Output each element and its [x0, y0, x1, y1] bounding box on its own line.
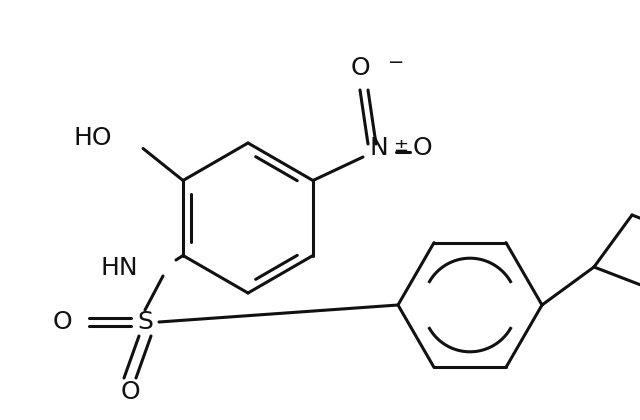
Text: HO: HO	[74, 126, 112, 150]
Text: N: N	[370, 136, 388, 160]
Text: −: −	[388, 52, 404, 71]
Text: HN: HN	[100, 256, 138, 280]
Text: S: S	[137, 310, 153, 334]
Text: O: O	[350, 56, 370, 80]
Text: ±: ±	[393, 137, 408, 155]
Text: O: O	[413, 136, 433, 160]
Text: O: O	[52, 310, 72, 334]
Text: O: O	[120, 380, 140, 404]
